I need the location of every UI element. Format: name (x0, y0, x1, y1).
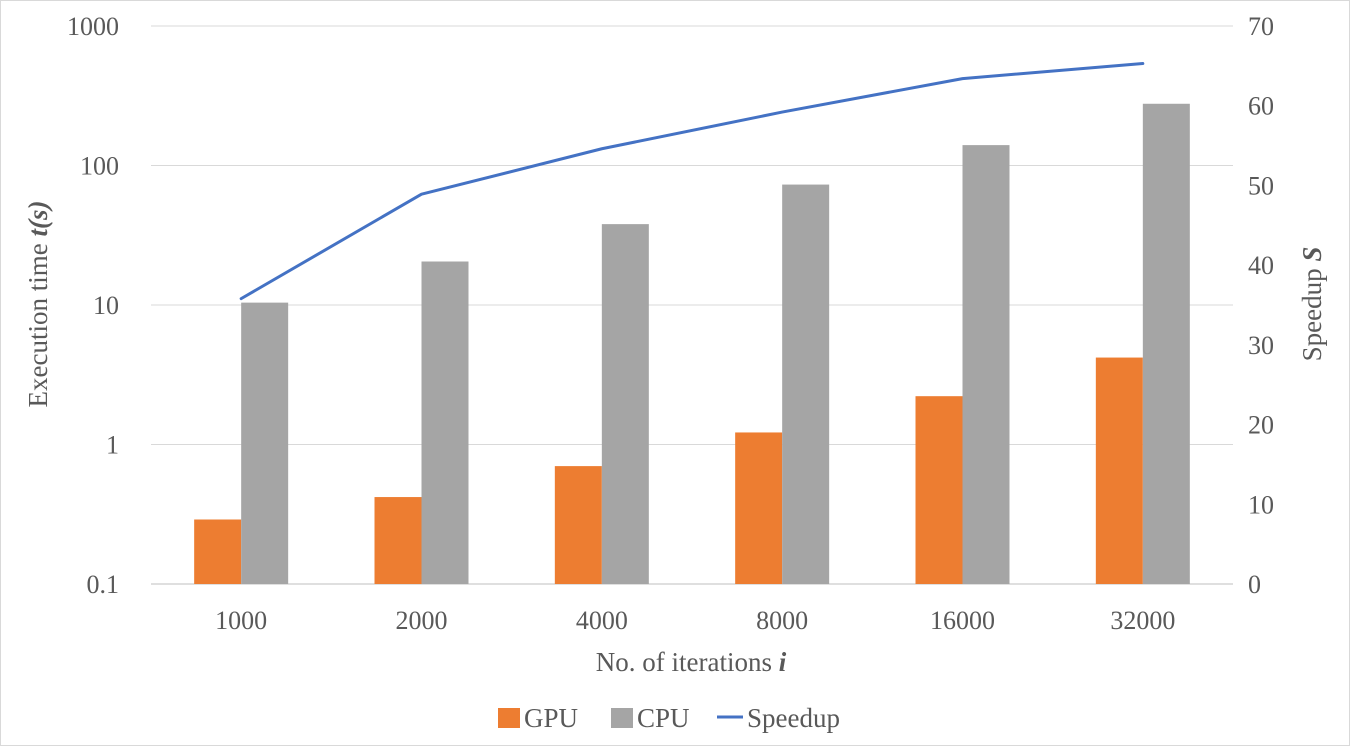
right-axis-ticks: 0 10 20 30 40 50 60 70 (1248, 12, 1274, 599)
cpu-bar (421, 261, 469, 584)
right-tick-label: 10 (1248, 490, 1274, 519)
right-tick-label: 50 (1248, 171, 1274, 200)
cpu-bar (1142, 103, 1190, 584)
gpu-bar (1095, 357, 1143, 584)
x-axis-ticks: 1000 2000 4000 8000 16000 32000 (215, 606, 1175, 635)
legend-label-speedup: Speedup (747, 703, 840, 733)
gpu-bar (735, 432, 783, 584)
cpu-bar (241, 302, 289, 584)
gpu-bar (554, 466, 602, 584)
right-tick-label: 70 (1248, 12, 1274, 41)
x-tick-label: 8000 (756, 606, 808, 635)
left-tick-label: 100 (80, 152, 119, 181)
legend-label-cpu: CPU (637, 703, 690, 733)
x-tick-label: 2000 (396, 606, 448, 635)
right-tick-label: 0 (1248, 570, 1261, 599)
y-axis-right-title-text: Speedup (1297, 262, 1327, 362)
legend-label-gpu: GPU (524, 703, 578, 733)
left-tick-label: 1000 (67, 12, 119, 41)
y-axis-left-title: Execution time t(s) (23, 201, 53, 408)
speedup-line (239, 61, 1145, 301)
cpu-bar (782, 184, 830, 584)
cpu-bar (601, 224, 649, 585)
right-tick-label: 40 (1248, 251, 1274, 280)
right-tick-label: 30 (1248, 331, 1274, 360)
x-axis-title: No. of iterations i (596, 647, 787, 677)
left-tick-label: 0.1 (87, 570, 120, 599)
legend-swatch-cpu (611, 708, 633, 728)
legend-swatch-gpu (498, 708, 520, 728)
gpu-bar (374, 497, 422, 584)
cpu-bar (962, 145, 1010, 584)
left-axis-ticks: 0.1 1 10 100 1000 (67, 12, 119, 599)
speedup-line-layer (239, 61, 1145, 301)
right-tick-label: 60 (1248, 92, 1274, 121)
y-axis-left-title-symbol: t(s) (23, 201, 53, 237)
x-tick-label: 16000 (930, 606, 995, 635)
y-axis-left-title-text: Execution time (23, 237, 53, 408)
gpu-bar (915, 396, 963, 584)
y-axis-right-title-symbol: S (1297, 247, 1327, 262)
x-tick-label: 1000 (215, 606, 267, 635)
legend: GPU CPU Speedup (498, 703, 840, 733)
x-tick-label: 4000 (576, 606, 628, 635)
x-axis-title-symbol: i (779, 647, 787, 677)
gridlines (151, 25, 1233, 585)
x-tick-label: 32000 (1110, 606, 1175, 635)
x-axis-title-text: No. of iterations (596, 647, 779, 677)
right-tick-label: 20 (1248, 411, 1274, 440)
left-tick-label: 10 (93, 291, 119, 320)
gpu-bar (194, 519, 242, 584)
bars (194, 103, 1190, 585)
left-tick-label: 1 (106, 431, 119, 460)
y-axis-right-title: Speedup S (1297, 247, 1327, 362)
